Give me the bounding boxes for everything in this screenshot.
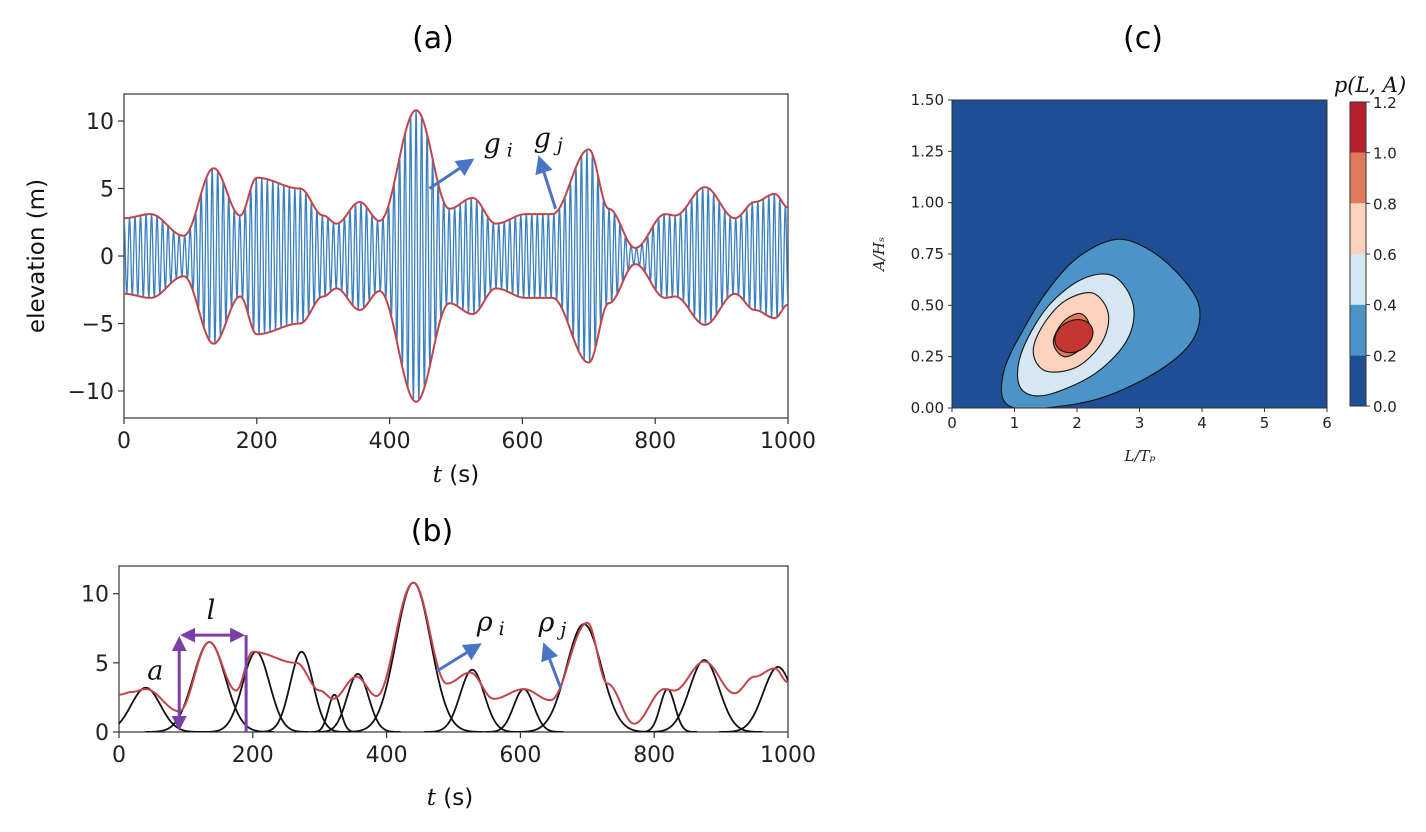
panel-c-y-label: A/Hₛ [870, 237, 888, 273]
y-tick-label: 10 [86, 110, 114, 135]
x-tick-label: 800 [634, 429, 676, 454]
x-tick-label: 4 [1197, 414, 1207, 432]
panel-a-x-ticks: 0 200 400 600 800 1000 [117, 418, 816, 454]
panel-a-x-label: t (s) [433, 462, 480, 488]
panel-a: 0 200 400 600 800 1000 −10 −5 0 5 10 t (s) elevat… [24, 93, 816, 488]
y-tick-label: 1.00 [911, 194, 944, 212]
panel-b-x-label: t (s) [427, 785, 474, 811]
colorbar-tick-label: 0.2 [1373, 347, 1397, 365]
envelope-line [119, 581, 788, 725]
x-tick-label: 400 [366, 743, 408, 768]
length-label: l [207, 595, 216, 626]
annotation-arrow [435, 643, 482, 673]
colorbar-label: p(L, A) [1334, 73, 1406, 97]
wave-group-curve [719, 666, 788, 732]
amplitude-label: a [147, 655, 163, 686]
colorbar-tick-label: 1.2 [1373, 94, 1397, 112]
colorbar-segment [1350, 254, 1366, 305]
contour-levels [1000, 238, 1201, 408]
x-tick-label: 1000 [760, 743, 816, 768]
colorbar-tick-label: 0.8 [1373, 195, 1397, 213]
y-tick-label: 10 [81, 583, 109, 608]
x-tick-label: 800 [633, 743, 675, 768]
x-tick-label: 0 [947, 414, 957, 432]
x-tick-label: 3 [1135, 414, 1145, 432]
panel-a-y-label: elevation (m) [24, 179, 50, 333]
y-tick-label: 0.75 [911, 245, 944, 263]
colorbar-tick-label: 0.6 [1373, 246, 1397, 264]
colorbar-tick-label: 0.4 [1373, 297, 1397, 315]
panel-b-markers: al [147, 595, 248, 732]
colorbar: 0.0 0.2 0.4 0.6 0.8 1.0 1.2 [1349, 94, 1397, 416]
panel-c-y-ticks: 0.00 0.25 0.50 0.75 1.00 1.25 1.50 [911, 91, 952, 417]
colorbar-tick-label: 1.0 [1373, 145, 1397, 163]
panel-c: 0 1 2 3 4 5 6 0.00 0.25 0.50 0.75 1.00 1.25 1.50 L/T… [870, 73, 1406, 465]
y-tick-label: −10 [68, 380, 114, 405]
x-tick-label: 0 [112, 743, 126, 768]
x-tick-label: 200 [232, 743, 274, 768]
colorbar-tick-label: 0.0 [1373, 398, 1397, 416]
colorbar-segment [1350, 203, 1366, 254]
panel-b-title: (b) [411, 514, 453, 549]
x-tick-label: 1 [1010, 414, 1020, 432]
panel-c-x-ticks: 0 1 2 3 4 5 6 [947, 408, 1332, 432]
panel-a-y-ticks: −10 −5 0 5 10 [68, 110, 124, 405]
envelope-lower-line [124, 263, 788, 403]
y-tick-label: 5 [95, 652, 109, 677]
x-tick-label: 200 [236, 429, 278, 454]
y-tick-label: 0 [100, 245, 114, 270]
panel-b-plot-area [118, 565, 789, 733]
contour-peak [1054, 319, 1094, 354]
y-tick-label: −5 [82, 313, 114, 338]
panel-a-title: (a) [412, 21, 454, 56]
y-tick-label: 0.50 [911, 296, 944, 314]
y-tick-label: 0 [95, 721, 109, 746]
colorbar-segment [1350, 102, 1366, 153]
colorbar-segment [1350, 355, 1366, 406]
wave-group-curve [424, 668, 521, 732]
wave-group-curve [315, 672, 401, 732]
x-tick-label: 1000 [760, 429, 816, 454]
x-tick-label: 0 [117, 429, 131, 454]
annotation-arrow [428, 158, 475, 190]
panel-b-x-ticks: 0 200 400 600 800 1000 [112, 732, 816, 768]
panel-c-x-label: L/Tₚ [1123, 447, 1155, 465]
y-tick-label: 0.25 [911, 348, 944, 366]
colorbar-segment [1350, 152, 1366, 204]
y-tick-label: 5 [100, 178, 114, 203]
y-tick-label: 0.00 [911, 399, 944, 417]
panel-c-title: (c) [1123, 21, 1163, 56]
x-tick-label: 2 [1072, 414, 1082, 432]
x-tick-label: 400 [369, 429, 411, 454]
x-tick-label: 600 [499, 743, 541, 768]
panel-b-y-ticks: 0 5 10 [81, 583, 119, 746]
annotation-arrow [535, 155, 558, 210]
x-tick-label: 6 [1322, 414, 1332, 432]
x-tick-label: 5 [1260, 414, 1270, 432]
colorbar-segment [1350, 304, 1366, 356]
wave-group-curve [645, 659, 764, 732]
signal-line [124, 110, 788, 401]
y-tick-label: 1.25 [911, 142, 944, 160]
x-tick-label: 600 [501, 429, 543, 454]
envelope-upper-line [124, 109, 788, 249]
y-tick-label: 1.50 [911, 91, 944, 109]
annotation-arrow [541, 642, 562, 689]
